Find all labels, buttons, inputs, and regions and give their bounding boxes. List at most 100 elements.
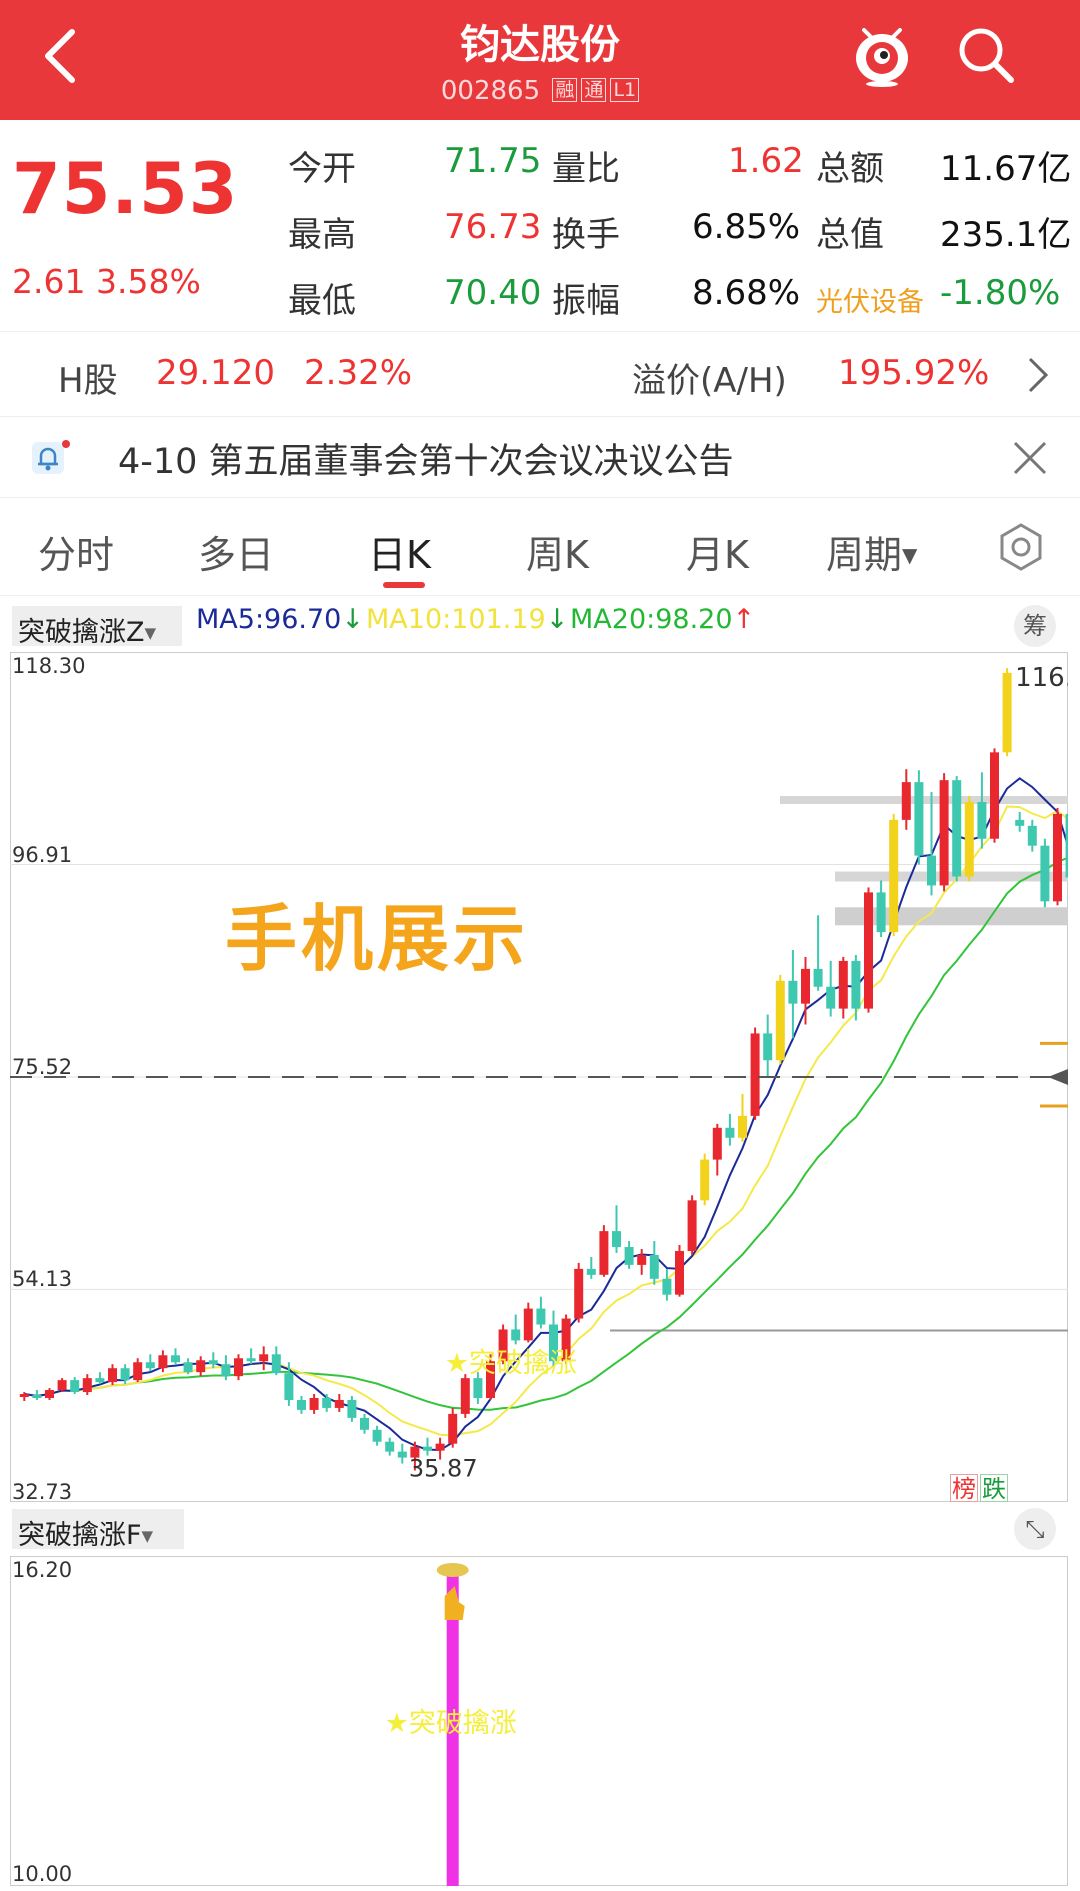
sub-chart-area[interactable] bbox=[10, 1556, 1068, 1886]
candle-body bbox=[599, 1231, 609, 1275]
ma5-value: MA5:96.70 bbox=[196, 604, 342, 635]
candle-body bbox=[234, 1358, 243, 1377]
candle-body bbox=[889, 819, 899, 933]
ma20-value: MA20:98.20 bbox=[570, 604, 733, 635]
candle-body bbox=[360, 1417, 369, 1430]
candle-body bbox=[322, 1397, 332, 1408]
settings-icon[interactable] bbox=[996, 522, 1046, 572]
rank-badge[interactable]: 榜 bbox=[950, 1474, 978, 1503]
candle-body bbox=[977, 801, 987, 839]
close-icon[interactable] bbox=[1010, 438, 1050, 478]
candle-body bbox=[750, 1033, 760, 1116]
announcement-bar[interactable]: 4-10 第五届董事会第十次会议决议公告 bbox=[0, 418, 1080, 498]
stock-code-line: 002865 融通 L1 bbox=[0, 76, 1080, 106]
margin-tag: 融 bbox=[552, 78, 578, 102]
tab-weekly-k[interactable]: 周K bbox=[526, 533, 589, 577]
candle-body bbox=[171, 1355, 180, 1363]
back-icon[interactable] bbox=[38, 26, 86, 86]
market-cap-label: 总值 bbox=[816, 215, 884, 255]
candle-body bbox=[1040, 845, 1050, 902]
resistance-band bbox=[835, 871, 1068, 882]
candle-body bbox=[473, 1378, 483, 1398]
chip-distribution-button[interactable]: 筹 bbox=[1014, 605, 1056, 647]
candle-body bbox=[662, 1278, 672, 1295]
tab-period[interactable]: 周期▼ bbox=[826, 524, 917, 579]
main-indicator-select[interactable]: 突破擒涨Z▼ bbox=[12, 606, 182, 648]
candle-body bbox=[196, 1360, 206, 1373]
sector-change: -1.80% bbox=[940, 273, 1061, 313]
candle-body bbox=[838, 960, 848, 1009]
candle-body bbox=[1065, 813, 1068, 878]
change-amount: 2.61 bbox=[12, 262, 86, 301]
candle-body bbox=[586, 1268, 596, 1275]
candle-body bbox=[423, 1446, 432, 1451]
sub-indicator-select[interactable]: 突破擒涨F▼ bbox=[12, 1509, 184, 1551]
tab-multi-day[interactable]: 多日 bbox=[198, 533, 275, 577]
mascot-icon[interactable] bbox=[850, 18, 914, 88]
candle-body bbox=[183, 1362, 193, 1373]
candle-body bbox=[385, 1441, 395, 1452]
sub-chart[interactable]: ★突破擒涨 bbox=[10, 1556, 1068, 1886]
tab-monthly-k[interactable]: 月K bbox=[686, 533, 749, 577]
candle-body bbox=[725, 1127, 735, 1138]
level-tag: L1 bbox=[610, 78, 640, 102]
h-share-label: H股 bbox=[58, 361, 118, 401]
turnover-amount-value: 11.67亿 bbox=[940, 149, 1072, 189]
active-tab-underline bbox=[383, 582, 425, 588]
market-cap-value: 235.1亿 bbox=[940, 215, 1072, 255]
low-value: 70.40 bbox=[444, 273, 542, 313]
candle-body bbox=[70, 1380, 80, 1393]
expand-icon[interactable]: ⤡ bbox=[1014, 1508, 1056, 1550]
tab-intraday[interactable]: 分时 bbox=[38, 533, 115, 577]
candle-body bbox=[133, 1362, 143, 1381]
candle-body bbox=[158, 1355, 168, 1369]
candle-body bbox=[246, 1358, 256, 1362]
chevron-right-icon[interactable] bbox=[1024, 355, 1052, 395]
fall-badge[interactable]: 跌 bbox=[980, 1474, 1008, 1503]
signal-label: ★突破擒涨 bbox=[445, 1348, 577, 1379]
candle-body bbox=[1027, 825, 1037, 846]
candle-body bbox=[738, 1115, 747, 1138]
candle-body bbox=[460, 1378, 470, 1414]
candle-body bbox=[284, 1373, 294, 1400]
low-label: 最低 bbox=[288, 281, 356, 321]
candle-body bbox=[410, 1446, 420, 1458]
hand-pointer-icon bbox=[444, 1586, 465, 1620]
high-value: 76.73 bbox=[444, 207, 542, 247]
candle-body bbox=[108, 1368, 117, 1383]
h-share-price: 29.120 bbox=[156, 353, 275, 393]
candle-body bbox=[624, 1247, 634, 1265]
ma5-legend: MA5:96.70↓ bbox=[196, 604, 364, 646]
candle-body bbox=[939, 780, 949, 886]
search-icon[interactable] bbox=[955, 24, 1017, 86]
main-indicator-name: 突破擒涨Z bbox=[18, 617, 145, 648]
amplitude-value: 8.68% bbox=[692, 273, 801, 313]
tab-daily-k[interactable]: 日K bbox=[368, 533, 431, 577]
candle-body bbox=[448, 1413, 458, 1444]
h-share-row[interactable]: H股 29.120 2.32% 溢价(A/H) 195.92% bbox=[0, 333, 1080, 417]
candle-body bbox=[372, 1429, 382, 1442]
candle-body bbox=[347, 1399, 357, 1418]
candle-body bbox=[271, 1354, 281, 1374]
amplitude-label: 振幅 bbox=[552, 281, 620, 321]
candle-body bbox=[549, 1324, 558, 1362]
period-tabs: 分时 多日 日K 周K 月K 周期▼ bbox=[0, 500, 1080, 596]
candle-body bbox=[208, 1360, 218, 1365]
ma10-legend: MA10:101.19↓ bbox=[366, 604, 568, 646]
resistance-band bbox=[780, 796, 1068, 805]
candle-body bbox=[19, 1394, 29, 1398]
kline-chart[interactable]: 116.68 35.87 ★突破擒涨 bbox=[10, 652, 1068, 1502]
sector-name[interactable]: 光伏设备 bbox=[816, 287, 924, 318]
candle-body bbox=[574, 1268, 584, 1319]
open-value: 71.75 bbox=[444, 141, 542, 181]
last-price-marker bbox=[1048, 1068, 1068, 1085]
candle-body bbox=[435, 1443, 445, 1451]
low-price-label: 35.87 bbox=[409, 1455, 478, 1483]
candle-body bbox=[700, 1159, 710, 1201]
y-tick-4: 54.13 bbox=[12, 1267, 73, 1291]
tab-period-label: 周期 bbox=[826, 533, 903, 577]
ma10-value: MA10:101.19 bbox=[366, 604, 546, 635]
candle-body bbox=[309, 1397, 319, 1410]
volume-ratio-value: 1.62 bbox=[728, 141, 804, 181]
candle-body bbox=[536, 1308, 546, 1325]
